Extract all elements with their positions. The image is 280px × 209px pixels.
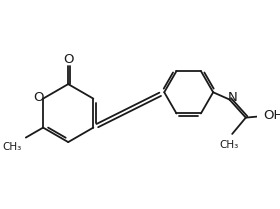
Text: CH₃: CH₃ — [2, 142, 21, 152]
Text: O: O — [33, 91, 44, 104]
Text: OH: OH — [263, 109, 280, 122]
Text: N: N — [227, 91, 237, 104]
Text: O: O — [63, 53, 73, 66]
Text: CH₃: CH₃ — [220, 140, 239, 150]
